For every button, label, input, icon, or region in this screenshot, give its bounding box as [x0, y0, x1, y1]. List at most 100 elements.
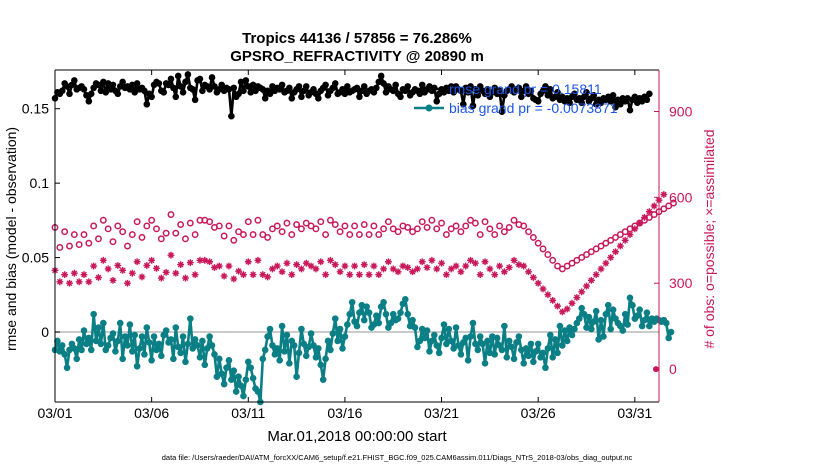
rmse-point: [496, 87, 503, 95]
bias-point: [254, 388, 262, 395]
obs-possible-marker: [539, 245, 547, 253]
x-tick-label: 03/11: [231, 405, 265, 421]
obs-possible-marker: [578, 254, 586, 261]
obs-possible-marker: [70, 231, 78, 239]
bias-point: [344, 321, 351, 328]
obs-possible-marker: [206, 218, 214, 226]
obs-possible-marker: [544, 251, 552, 259]
rmse-point: [80, 86, 88, 93]
obs-possible-marker: [278, 228, 286, 236]
rmse-point: [114, 90, 122, 98]
bias-point: [527, 340, 535, 348]
rmse-point: [542, 83, 549, 90]
bias-point: [109, 330, 117, 337]
bias-point: [597, 316, 605, 324]
y-tick-label: 0.15: [22, 101, 49, 117]
obs-assimilated-marker: [486, 265, 494, 273]
bias-point: [155, 340, 163, 348]
obs-possible-marker: [491, 231, 499, 239]
obs-possible-marker: [128, 231, 136, 239]
obs-possible-marker: [438, 219, 446, 227]
bias-point: [423, 327, 431, 334]
obs-possible-marker: [587, 248, 595, 256]
obs-possible-marker: [336, 228, 344, 236]
bias-point: [568, 331, 576, 339]
bias-point: [114, 337, 122, 345]
y-tick-label: 0.05: [22, 250, 49, 266]
obs-possible-marker: [307, 222, 315, 230]
bias-point: [609, 306, 617, 313]
rmse-point: [191, 96, 199, 104]
bias-point: [467, 333, 474, 340]
obs-assimilated-marker: [177, 261, 185, 269]
x-tick-label: 03/21: [424, 405, 459, 421]
obs-zero-marker: [653, 366, 659, 373]
obs-possible-marker: [157, 235, 165, 243]
footnote: data file: /Users/raeder/DAI/ATM_forcXX/…: [162, 453, 633, 462]
obs-assimilated-marker: [196, 256, 204, 264]
bias-point: [317, 361, 325, 369]
obs-assimilated-marker: [558, 308, 566, 316]
bias-point: [575, 315, 583, 322]
bias-point: [360, 316, 368, 324]
obs-possible-marker: [413, 225, 421, 233]
obs-assimilated-marker: [612, 248, 619, 256]
bias-point: [174, 343, 182, 351]
obs-assimilated-marker: [539, 285, 547, 293]
bias-point: [493, 334, 501, 342]
bias-point: [542, 364, 549, 372]
rmse-point: [85, 97, 93, 105]
bias-point: [404, 310, 412, 318]
bias-point: [273, 345, 281, 352]
bias-point: [607, 325, 614, 333]
obs-possible-marker: [90, 222, 98, 230]
obs-possible-marker: [471, 219, 479, 227]
bias-point: [208, 342, 216, 349]
bias-point: [266, 325, 274, 333]
bias-point: [602, 310, 610, 318]
rmse-point: [460, 100, 467, 108]
obs-assimilated-marker: [645, 208, 653, 216]
obs-possible-marker: [239, 231, 247, 239]
bias-point: [329, 330, 337, 337]
bias-point: [116, 319, 124, 327]
obs-assimilated-marker: [235, 267, 243, 275]
bias-point: [600, 333, 607, 340]
bias-point: [375, 319, 383, 327]
rmse-point: [467, 83, 474, 90]
rmse-point: [546, 86, 554, 93]
bias-point: [75, 336, 83, 343]
bias-point: [522, 345, 530, 352]
obs-assimilated-marker: [167, 251, 175, 259]
rmse-point: [119, 78, 126, 86]
obs-assimilated-marker: [85, 278, 93, 286]
rmse-point: [208, 74, 216, 81]
bias-point: [416, 337, 424, 345]
obs-possible-marker: [462, 222, 470, 230]
rmse-point: [211, 83, 218, 90]
rmse-point: [71, 77, 78, 84]
obs-possible-marker: [297, 225, 305, 233]
rmse-point: [353, 84, 361, 92]
obs-assimilated-marker: [220, 272, 228, 280]
obs-possible-marker: [177, 221, 185, 229]
obs-possible-marker: [312, 225, 320, 233]
obs-possible-marker: [616, 231, 624, 239]
bias-point: [276, 357, 283, 364]
rmse-point: [261, 94, 269, 102]
obs-possible-marker: [442, 231, 450, 239]
rmse-point: [242, 77, 250, 84]
obs-possible-marker: [370, 222, 378, 230]
bias-point: [426, 348, 433, 355]
bias-point: [457, 351, 465, 358]
bias-point: [223, 364, 230, 372]
bias-point: [92, 337, 100, 345]
rmse-point: [527, 87, 535, 95]
bias-point: [281, 348, 288, 355]
bias-point: [242, 376, 250, 383]
obs-assimilated-marker: [409, 268, 416, 276]
rmse-point: [491, 84, 499, 92]
bias-point: [365, 309, 373, 316]
x-tick-label: 03/06: [134, 405, 169, 421]
rmse-point: [148, 93, 155, 101]
